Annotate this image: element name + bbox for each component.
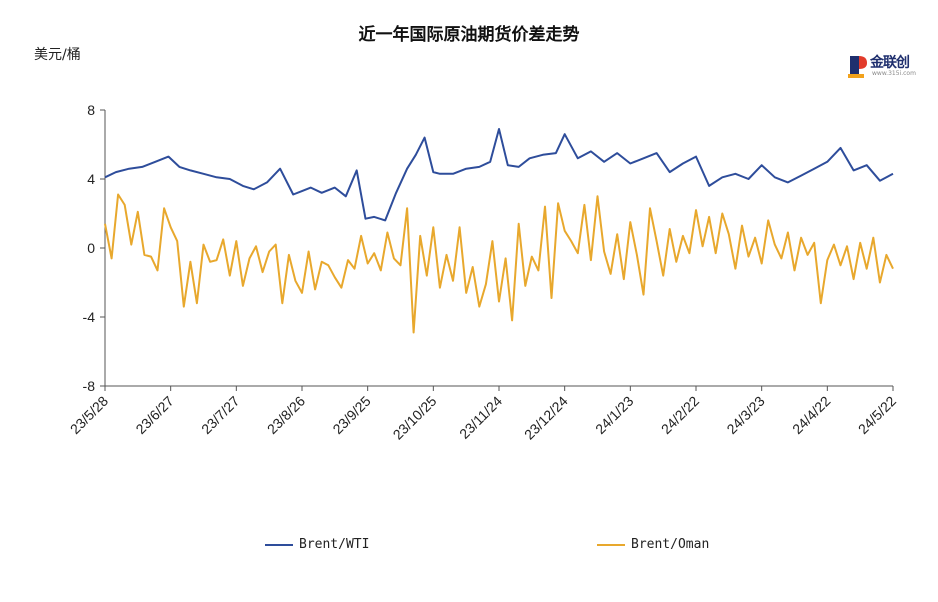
x-tick-label: 23/12/24 (521, 393, 571, 443)
x-tick-label: 24/1/23 (592, 393, 636, 437)
legend-swatch-brent-oman (597, 543, 625, 546)
y-axis-unit-label: 美元/桶 (34, 47, 81, 63)
legend-item-brent-wti: Brent/WTI (265, 537, 369, 552)
y-tick-label: 4 (87, 171, 95, 187)
logo-subtext: www.315i.com (872, 70, 916, 77)
legend-item-brent-oman: Brent/Oman (597, 537, 709, 552)
x-tick-label: 23/7/27 (198, 393, 242, 437)
logo-text: 金联创 (870, 55, 910, 71)
y-tick-label: -4 (83, 309, 96, 325)
legend-label-brent-wti: Brent/WTI (299, 537, 370, 552)
brand-logo: 金联创 www.315i.com (846, 50, 918, 84)
x-tick-label: 24/5/22 (855, 393, 899, 437)
x-tick-label: 24/3/23 (723, 393, 767, 437)
y-tick-label: 8 (87, 102, 95, 118)
y-tick-label: -8 (83, 378, 96, 394)
x-tick-label: 23/9/25 (329, 393, 373, 437)
x-tick-label: 23/6/27 (132, 393, 176, 437)
logo-emblem-icon (848, 56, 867, 78)
x-tick-label: 24/2/22 (658, 393, 702, 437)
legend-swatch-brent-wti (265, 543, 293, 546)
x-tick-label: 23/5/28 (67, 393, 111, 437)
x-tick-label: 23/11/24 (456, 393, 505, 442)
legend-label-brent-oman: Brent/Oman (631, 537, 710, 552)
series-layer (104, 128, 894, 334)
x-tick-label: 23/10/25 (390, 393, 440, 443)
series-line-brent-oman (104, 193, 894, 334)
x-tick-label: 24/4/22 (789, 393, 833, 437)
chart-title: 近一年国际原油期货价差走势 (358, 25, 580, 45)
y-tick-label: 0 (87, 240, 95, 256)
x-tick-label: 23/8/26 (264, 393, 308, 437)
series-line-brent-wti (104, 128, 894, 222)
